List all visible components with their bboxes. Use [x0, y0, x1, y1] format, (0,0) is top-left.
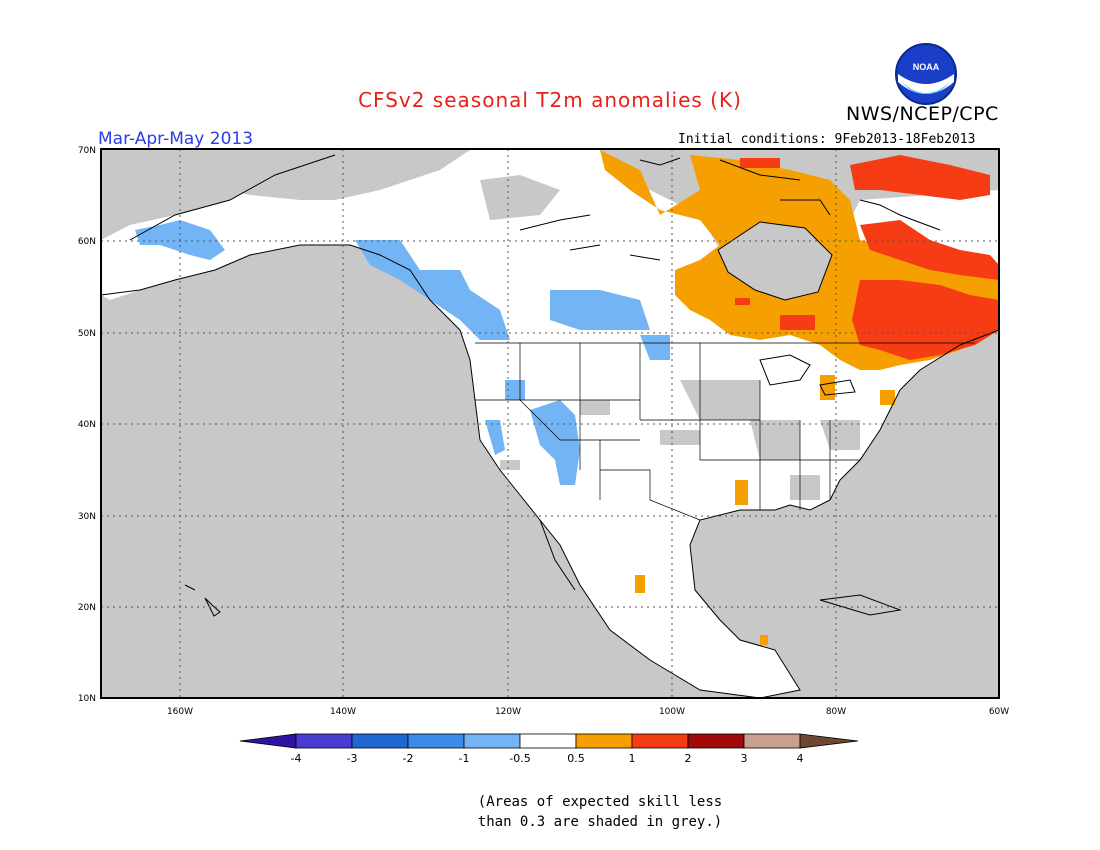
coastline-hudson-bay	[717, 221, 833, 301]
colorbar-label: 4	[797, 752, 804, 765]
noaa-logo: NOAA	[895, 43, 957, 105]
colorbar-bin	[687, 733, 745, 749]
colorbar-label: -2	[403, 752, 414, 765]
initial-conditions-label: Initial conditions: 9Feb2013-18Feb2013	[678, 132, 976, 147]
anomaly-red-quebec	[852, 280, 999, 360]
lat-labels: 70N 60N 50N 40N 30N 20N 10N	[78, 146, 96, 704]
colorbar-bin	[743, 733, 801, 749]
lon-label: 60W	[989, 707, 1009, 717]
agency-label: NWS/NCEP/CPC	[846, 103, 999, 125]
lon-labels: 160W 140W 120W 100W 80W 60W	[167, 707, 1009, 717]
colorbar-label: -1	[459, 752, 470, 765]
canadian-islands	[519, 157, 941, 261]
skill-note-line-2: than 0.3 are shaded in grey.)	[477, 814, 723, 830]
lat-label: 20N	[78, 603, 96, 613]
colorbar-left-arrow	[239, 733, 297, 749]
state-borders	[475, 342, 975, 521]
coastline-alaska	[101, 244, 761, 698]
lat-label: 50N	[78, 329, 96, 339]
anomaly-blue-bc	[355, 240, 510, 340]
colorbar: -4 -3 -2 -1 -0.5 0.5 1 2 3 4	[239, 733, 859, 765]
colorbar-label: 1	[629, 752, 636, 765]
colorbar-bin	[519, 733, 577, 749]
map-frame	[100, 148, 1000, 699]
coastline-east	[689, 329, 999, 698]
colorbar-label: -3	[347, 752, 358, 765]
map-title: CFSv2 seasonal T2m anomalies (K)	[358, 88, 742, 112]
anomaly-blue-great-lakes	[640, 335, 670, 360]
noaa-logo-text: NOAA	[913, 62, 940, 72]
cuba	[819, 594, 902, 616]
lon-label: 100W	[659, 707, 685, 717]
grey-region-gulf	[690, 515, 840, 600]
colorbar-bin	[295, 733, 353, 749]
hawaii	[184, 584, 221, 617]
coastline-arctic	[129, 154, 336, 241]
skill-note: (Areas of expected skill less than 0.3 a…	[470, 792, 730, 832]
grey-region-beaufort	[101, 149, 335, 200]
anomaly-blue-west-coast	[485, 420, 505, 455]
skill-note-line-1: (Areas of expected skill less	[477, 794, 723, 810]
colorbar-label: -0.5	[509, 752, 530, 765]
colorbar-bin	[463, 733, 521, 749]
lat-label: 40N	[78, 420, 96, 430]
lon-label: 80W	[826, 707, 846, 717]
anomaly-red-north	[860, 220, 999, 280]
colorbar-label: 3	[741, 752, 748, 765]
grey-patches-us	[500, 380, 860, 500]
anomaly-blue-southwest	[530, 400, 580, 485]
lat-label: 70N	[78, 146, 96, 156]
colorbar-bin	[631, 733, 689, 749]
great-lakes	[759, 354, 856, 396]
anomaly-red-greenland	[850, 155, 990, 200]
lon-label: 120W	[495, 707, 521, 717]
colorbar-bin	[407, 733, 465, 749]
season-label: Mar-Apr-May 2013	[98, 129, 254, 149]
anomaly-blue-prairies	[550, 290, 650, 330]
colorbar-label: -4	[291, 752, 302, 765]
lon-label: 140W	[330, 707, 356, 717]
colorbar-label: 0.5	[567, 752, 585, 765]
lat-label: 10N	[78, 694, 96, 704]
lon-label: 160W	[167, 707, 193, 717]
colorbar-right-arrow	[799, 733, 859, 749]
grey-region-arctic-2	[480, 175, 560, 220]
lat-label: 60N	[78, 237, 96, 247]
grey-region-arctic-3	[640, 150, 700, 170]
lat-label: 30N	[78, 512, 96, 522]
colorbar-bin	[575, 733, 633, 749]
baja-california	[539, 519, 576, 591]
colorbar-label: 2	[685, 752, 692, 765]
colorbar-bin	[351, 733, 409, 749]
grey-region-arctic	[335, 150, 470, 200]
